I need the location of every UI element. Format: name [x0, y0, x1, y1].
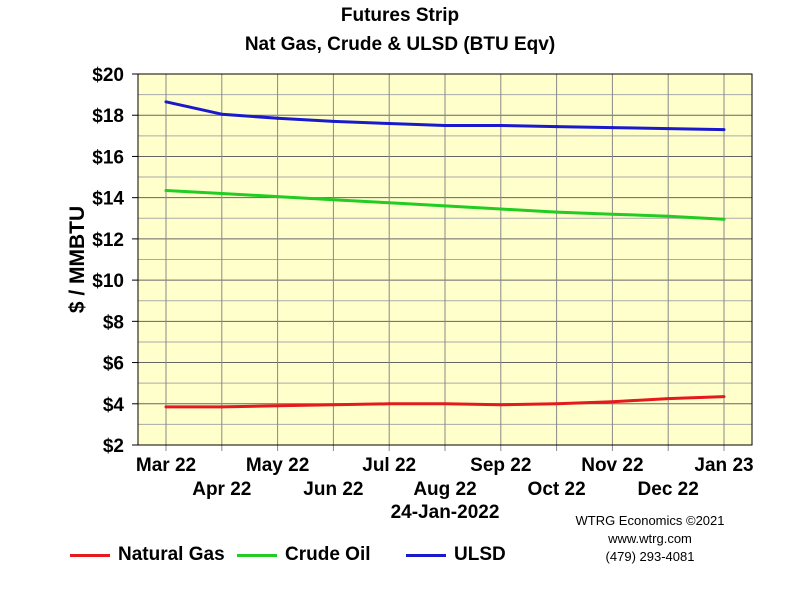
data-point — [499, 207, 503, 211]
x-tick-label: Jul 22 — [362, 455, 416, 476]
data-point — [220, 192, 224, 196]
data-point — [387, 402, 391, 406]
data-point — [276, 195, 280, 199]
data-point — [722, 128, 726, 132]
data-point — [722, 395, 726, 399]
x-tick-label: Apr 22 — [192, 479, 251, 500]
y-axis-ticks: $2 $4 $6 $8 $10 $12 $14 $16 $18 $20 — [92, 65, 138, 457]
x-tick-label: Oct 22 — [528, 479, 586, 500]
y-tick-label: $2 — [103, 436, 124, 457]
legend-label-natural-gas: Natural Gas — [118, 544, 225, 565]
data-point — [220, 405, 224, 409]
data-point — [164, 188, 168, 192]
plot-border — [137, 73, 753, 446]
y-axis-label: $ / MMBTU — [66, 206, 89, 313]
legend-natural-gas: Natural Gas — [70, 543, 225, 567]
legend-crude-oil: Crude Oil — [237, 543, 371, 567]
data-point — [443, 402, 447, 406]
x-tick-label: Aug 22 — [413, 479, 476, 500]
data-point — [164, 405, 168, 409]
legend-swatch-crude-oil — [237, 553, 277, 557]
y-tick-label: $18 — [92, 106, 124, 127]
data-point — [666, 397, 670, 401]
series-lines — [164, 100, 726, 409]
credit-website: www.wtrg.com — [608, 531, 692, 546]
y-tick-label: $6 — [103, 354, 124, 375]
data-point — [499, 124, 503, 128]
x-tick-label: Dec 22 — [638, 479, 699, 500]
chart-subtitle: Nat Gas, Crude & ULSD (BTU Eqv) — [244, 34, 556, 55]
legend-ulsd: ULSD — [406, 543, 506, 567]
data-point — [666, 127, 670, 131]
credit-phone: (479) 293-4081 — [605, 549, 695, 564]
data-point — [387, 121, 391, 125]
data-point — [499, 403, 503, 407]
data-point — [555, 125, 559, 129]
data-point — [331, 119, 335, 123]
x-tick-label: May 22 — [246, 455, 309, 476]
x-tick-label: Mar 22 — [136, 455, 196, 476]
chart-title: Futures Strip — [340, 5, 460, 26]
x-tick-label: Sep 22 — [470, 455, 531, 476]
legend-label-crude-oil: Crude Oil — [285, 544, 371, 565]
x-tick-label: Jan 23 — [694, 455, 753, 476]
data-point — [610, 126, 614, 130]
data-point — [164, 100, 168, 104]
legend-label-ulsd: ULSD — [454, 544, 506, 565]
y-tick-label: $4 — [103, 395, 125, 416]
data-point — [220, 112, 224, 116]
y-tick-label: $12 — [92, 230, 124, 251]
data-point — [443, 204, 447, 208]
x-axis-ticks: Mar 22 Apr 22 May 22 Jun 22 Jul 22 Aug 22 Sep … — [136, 455, 754, 500]
data-point — [276, 404, 280, 408]
data-point — [387, 201, 391, 205]
x-tick-label: Jun 22 — [303, 479, 363, 500]
grid-lines — [137, 73, 753, 451]
data-point — [610, 212, 614, 216]
data-point — [331, 403, 335, 407]
data-point — [722, 217, 726, 221]
credit-company: WTRG Economics ©2021 — [575, 513, 725, 528]
y-tick-label: $16 — [92, 147, 124, 168]
legend-swatch-natural-gas — [70, 553, 110, 557]
y-tick-label: $10 — [92, 271, 124, 292]
y-tick-label: $20 — [92, 65, 124, 86]
x-tick-label: Nov 22 — [581, 455, 643, 476]
legend-swatch-ulsd — [406, 553, 446, 557]
data-point — [276, 116, 280, 120]
data-point — [555, 210, 559, 214]
data-point — [610, 400, 614, 404]
data-point — [666, 214, 670, 218]
data-point — [555, 402, 559, 406]
date-label: 24-Jan-2022 — [391, 502, 500, 523]
y-tick-label: $8 — [103, 312, 124, 333]
data-point — [443, 124, 447, 128]
data-point — [331, 198, 335, 202]
y-tick-label: $14 — [92, 189, 124, 210]
